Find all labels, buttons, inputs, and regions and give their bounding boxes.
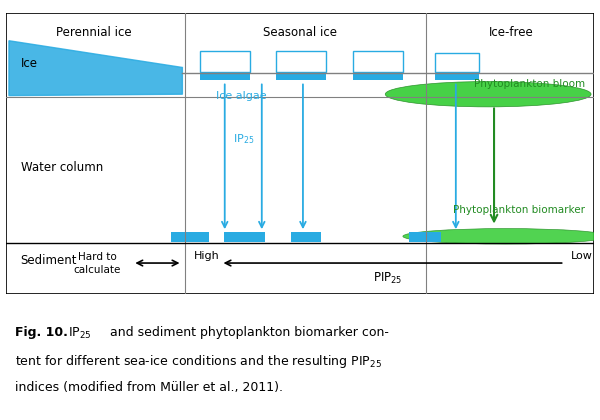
Bar	[224, 232, 265, 242]
Text: tent for different sea-ice conditions and the resulting PIP$_{25}$: tent for different sea-ice conditions an…	[15, 353, 382, 370]
Polygon shape	[9, 41, 182, 96]
Bar	[277, 51, 326, 72]
Bar	[409, 232, 441, 242]
Bar	[353, 51, 403, 72]
Text: Ice: Ice	[21, 57, 38, 70]
Text: indices (modified from Müller et al., 2011).: indices (modified from Müller et al., 20…	[15, 381, 283, 394]
Text: Seasonal ice: Seasonal ice	[263, 26, 337, 39]
Bar	[200, 51, 250, 72]
Text: and sediment phytoplankton biomarker con-: and sediment phytoplankton biomarker con…	[106, 326, 389, 339]
Ellipse shape	[403, 228, 600, 244]
Bar	[435, 72, 479, 79]
Bar	[291, 232, 320, 242]
Bar	[200, 72, 250, 80]
Text: PIP$_{25}$: PIP$_{25}$	[373, 271, 403, 286]
Bar	[170, 232, 209, 242]
Text: IP$_{25}$: IP$_{25}$	[68, 326, 91, 341]
Text: Phytoplankton bloom: Phytoplankton bloom	[474, 79, 585, 89]
FancyBboxPatch shape	[6, 13, 594, 294]
Text: Ice algae: Ice algae	[216, 92, 266, 101]
Text: Ice-free: Ice-free	[490, 26, 534, 39]
Text: Phytoplankton biomarker: Phytoplankton biomarker	[453, 205, 585, 215]
Text: Low: Low	[571, 251, 592, 261]
Text: Sediment: Sediment	[21, 254, 77, 267]
Text: IP$_{25}$: IP$_{25}$	[233, 132, 255, 146]
Bar	[353, 72, 403, 80]
Ellipse shape	[385, 81, 591, 107]
Text: calculate: calculate	[73, 265, 121, 275]
Bar	[435, 52, 479, 72]
Bar	[277, 72, 326, 80]
Text: High: High	[194, 251, 220, 261]
Text: Perennial ice: Perennial ice	[56, 26, 132, 39]
Text: Water column: Water column	[21, 161, 103, 174]
Text: Hard to: Hard to	[78, 252, 116, 262]
Text: Fig. 10.: Fig. 10.	[15, 326, 68, 339]
